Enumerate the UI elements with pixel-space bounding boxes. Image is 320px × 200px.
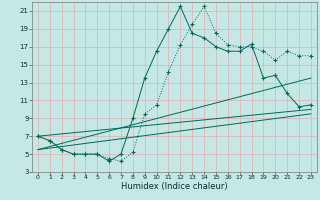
X-axis label: Humidex (Indice chaleur): Humidex (Indice chaleur) — [121, 182, 228, 191]
